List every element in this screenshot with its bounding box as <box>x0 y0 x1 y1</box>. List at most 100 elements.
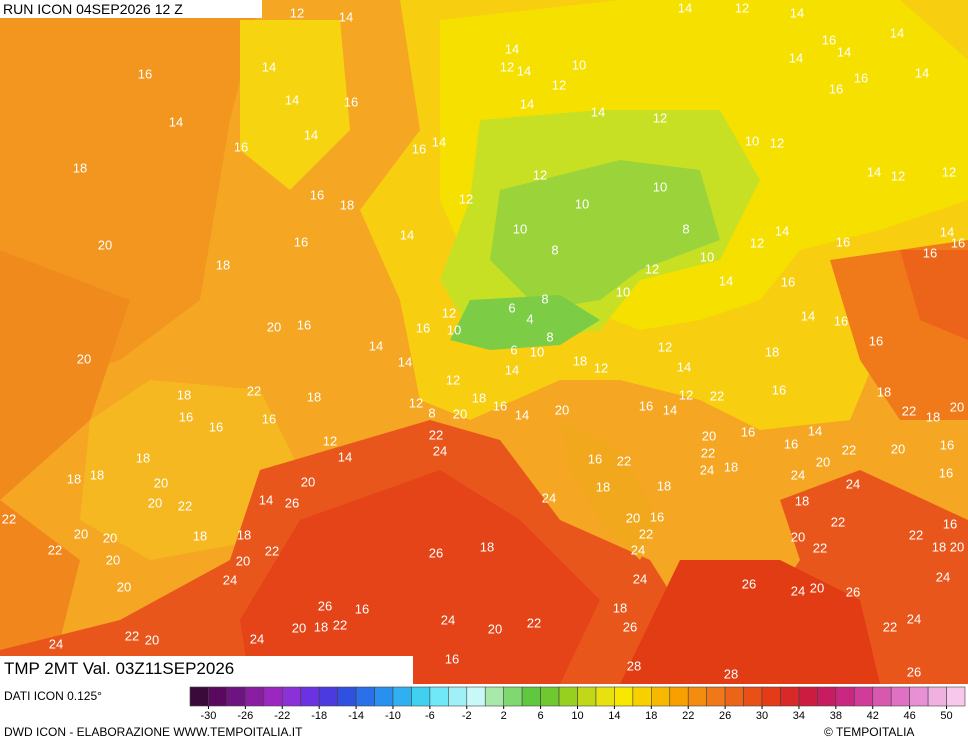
temperature-label: 12 <box>679 387 693 402</box>
temperature-label: 10 <box>530 344 544 359</box>
temperature-label: 20 <box>148 495 162 510</box>
temperature-label: 16 <box>294 234 308 249</box>
temperature-label: 20 <box>816 454 830 469</box>
temperature-label: 14 <box>505 362 519 377</box>
temperature-label: 18 <box>193 528 207 543</box>
temperature-label: 14 <box>591 104 605 119</box>
temperature-label: 20 <box>292 620 306 635</box>
temperature-label: 18 <box>73 160 87 175</box>
temperature-label: 14 <box>790 5 804 20</box>
temperature-label: 18 <box>724 459 738 474</box>
scale-box <box>558 686 578 707</box>
scale-box <box>429 686 449 707</box>
scale-tick-label: -30 <box>200 710 216 722</box>
temperature-label: 10 <box>700 249 714 264</box>
temperature-label: 6 <box>510 342 517 357</box>
scale-tick-label: 22 <box>682 710 694 722</box>
temperature-label: 14 <box>400 227 414 242</box>
temperature-label: 18 <box>480 539 494 554</box>
scale-tick-label: 26 <box>719 710 731 722</box>
temperature-label: 8 <box>551 242 558 257</box>
temperature-label: 26 <box>285 495 299 510</box>
temperature-label: 16 <box>650 509 664 524</box>
run-label: RUN ICON 04SEP2026 12 Z <box>3 1 183 17</box>
copyright-label: © TEMPOITALIA <box>824 725 914 739</box>
scale-box <box>872 686 892 707</box>
scale-box <box>208 686 228 707</box>
temperature-label: 16 <box>412 141 426 156</box>
temperature-label: 18 <box>216 257 230 272</box>
temperature-label: 16 <box>234 139 248 154</box>
scale-box <box>909 686 929 707</box>
scale-tick-label: -22 <box>274 710 290 722</box>
temperature-label: 20 <box>950 539 964 554</box>
temperature-label: 18 <box>657 478 671 493</box>
temperature-label: 18 <box>926 409 940 424</box>
temperature-label: 20 <box>891 441 905 456</box>
scale-tick-label: 34 <box>793 710 805 722</box>
temperature-label: 16 <box>310 187 324 202</box>
temperature-label: 18 <box>877 384 891 399</box>
scale-box <box>189 686 209 707</box>
temperature-label: 16 <box>822 32 836 47</box>
scale-box <box>281 686 302 707</box>
scale-box <box>300 686 320 707</box>
temperature-label: 4 <box>526 311 533 326</box>
temperature-label: 18 <box>573 353 587 368</box>
temperature-label: 26 <box>907 664 921 679</box>
temperature-label: 14 <box>517 63 531 78</box>
temperature-label: 20 <box>145 632 159 647</box>
temperature-label: 24 <box>542 490 556 505</box>
temperature-label: 18 <box>765 344 779 359</box>
temperature-label: 14 <box>369 338 383 353</box>
temperature-label: 12 <box>645 261 659 276</box>
temperature-label: 18 <box>237 527 251 542</box>
temperature-label: 20 <box>301 474 315 489</box>
temperature-label: 20 <box>236 553 250 568</box>
temperature-label: 14 <box>867 164 881 179</box>
temperature-label: 22 <box>247 383 261 398</box>
temperature-label: 12 <box>533 167 547 182</box>
temperature-label: 18 <box>90 467 104 482</box>
temperature-label: 22 <box>639 526 653 541</box>
temperature-label: 24 <box>846 476 860 491</box>
temperature-label: 14 <box>801 308 815 323</box>
temperature-label: 20 <box>74 526 88 541</box>
temperature-label: 16 <box>951 235 965 250</box>
field-label: TMP 2MT Val. 03Z11SEP2026 <box>4 659 234 678</box>
temperature-label: 22 <box>48 542 62 557</box>
scale-box <box>817 686 837 707</box>
temperature-label: 16 <box>854 70 868 85</box>
scale-tick-label: -10 <box>385 710 401 722</box>
scale-box <box>392 686 412 707</box>
temperature-label: 20 <box>106 552 120 567</box>
temperature-label: 16 <box>639 398 653 413</box>
temperature-label: 20 <box>702 428 716 443</box>
scale-tick-label: -26 <box>237 710 253 722</box>
temperature-label: 14 <box>890 25 904 40</box>
temperature-label: 12 <box>942 164 956 179</box>
temperature-label: 24 <box>791 583 805 598</box>
temperature-label: 20 <box>154 475 168 490</box>
map-background <box>0 0 968 684</box>
temperature-label: 18 <box>340 197 354 212</box>
temperature-label: 20 <box>267 319 281 334</box>
scale-tick-label: 18 <box>645 710 657 722</box>
temperature-label: 14 <box>915 65 929 80</box>
scale-box <box>226 686 246 707</box>
temperature-label: 12 <box>459 191 473 206</box>
scale-box <box>706 686 726 707</box>
temperature-label: 20 <box>810 580 824 595</box>
temperature-label: 22 <box>813 540 827 555</box>
scale-tick-label: 50 <box>940 710 952 722</box>
temperature-label: 16 <box>179 409 193 424</box>
temperature-label: 10 <box>616 284 630 299</box>
scale-box <box>835 686 855 707</box>
temperature-label: 8 <box>428 405 435 420</box>
scale-box <box>632 686 652 707</box>
temperature-label: 12 <box>891 168 905 183</box>
scale-box <box>503 686 523 707</box>
temperature-label: 14 <box>262 59 276 74</box>
temperature-label: 16 <box>138 66 152 81</box>
scale-box <box>798 686 818 707</box>
